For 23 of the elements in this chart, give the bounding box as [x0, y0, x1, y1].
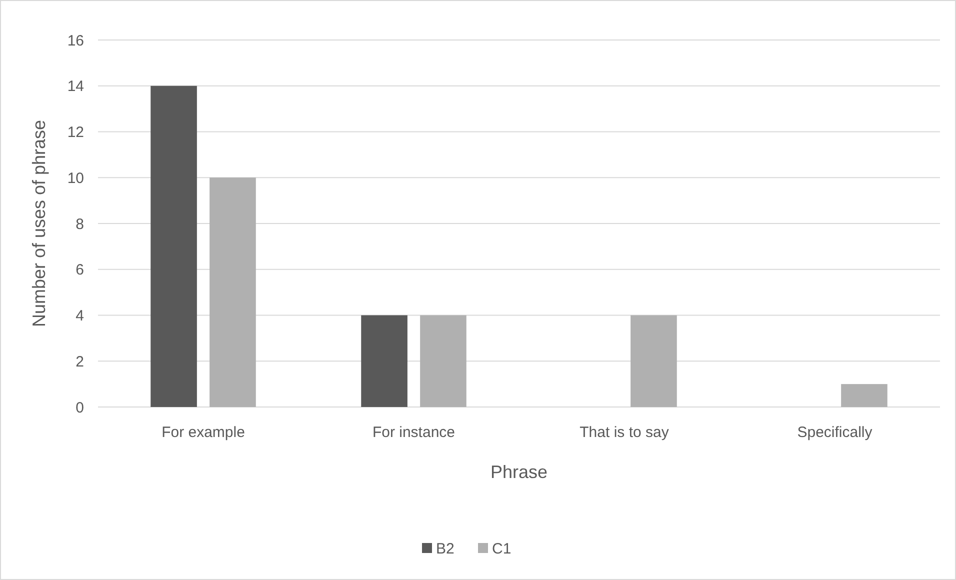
y-tick-label: 8	[76, 216, 84, 233]
x-tick-label: For instance	[372, 424, 456, 441]
y-tick-label: 10	[67, 170, 84, 187]
y-tick-label: 2	[76, 353, 84, 370]
y-tick-label: 12	[67, 124, 84, 141]
y-tick-label: 4	[76, 308, 84, 324]
x-tick-label: Specifically	[797, 424, 873, 441]
bar	[210, 178, 256, 407]
y-tick-label: 16	[67, 32, 84, 50]
bar	[841, 384, 888, 407]
x-tick-label: For example	[162, 424, 245, 441]
y-tick-label: 14	[67, 78, 84, 96]
legend-label: C1	[492, 540, 512, 558]
bar	[420, 315, 466, 407]
y-axis-title: Number of uses of phrase	[29, 120, 49, 328]
bar	[150, 86, 197, 407]
x-axis-title: Phrase	[490, 462, 548, 482]
bar	[630, 315, 677, 407]
y-tick-label: 0	[76, 399, 84, 416]
legend-label: B2	[436, 540, 454, 558]
bar	[361, 315, 408, 407]
x-tick-label: That is to say	[580, 424, 670, 441]
y-tick-label: 6	[76, 262, 84, 279]
